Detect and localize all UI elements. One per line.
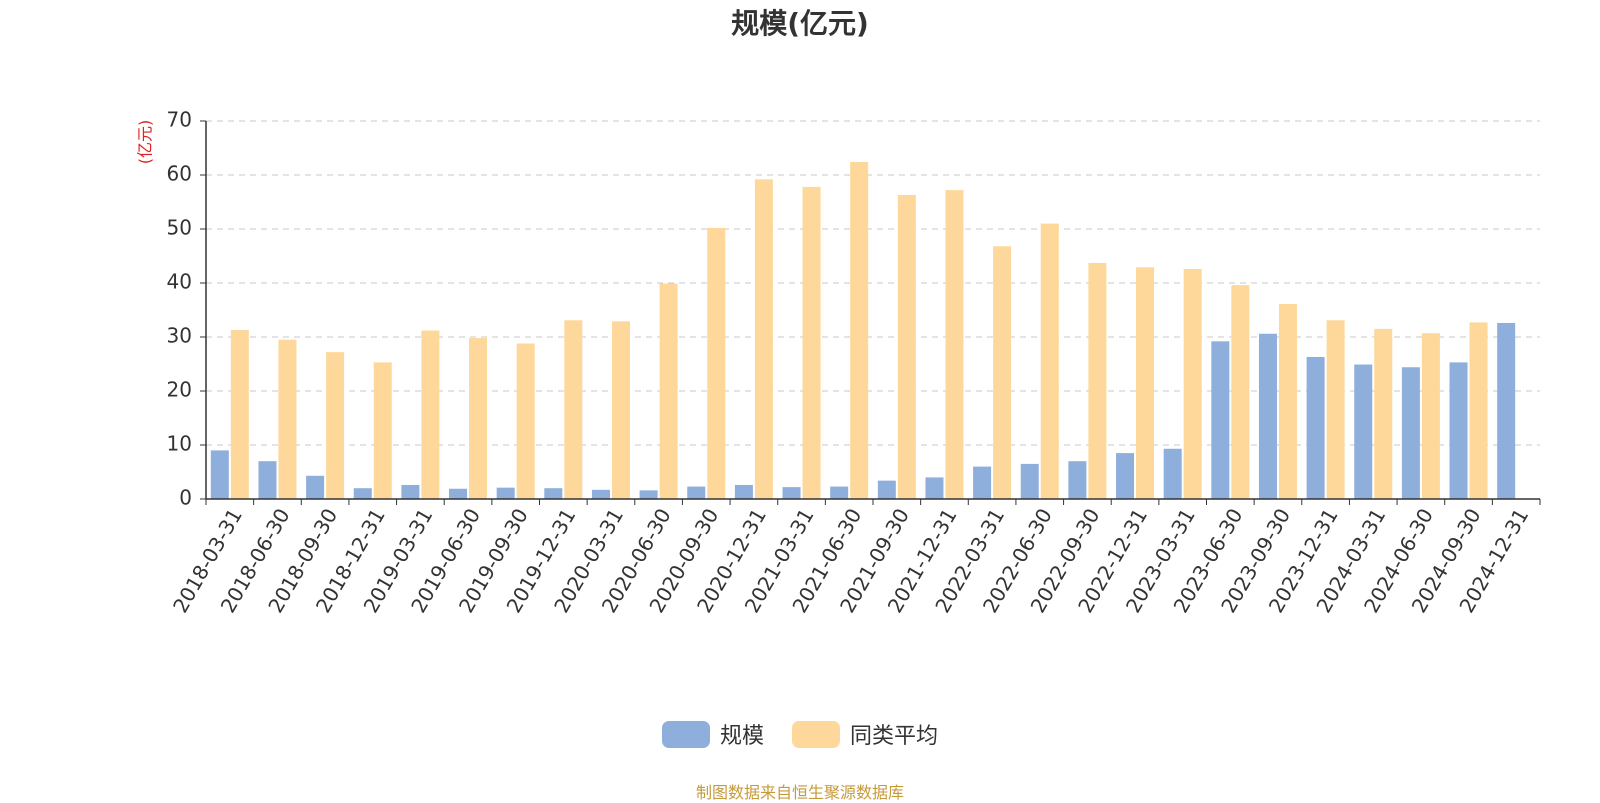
bar-peer-average[interactable] <box>1231 285 1250 499</box>
bar-peer-average[interactable] <box>230 329 249 499</box>
bar-scale[interactable] <box>1116 453 1135 499</box>
legend-swatch-scale <box>661 720 710 748</box>
bar-peer-average[interactable] <box>850 162 869 500</box>
bars <box>210 162 1516 500</box>
bar-scale[interactable] <box>925 477 944 499</box>
bar-peer-average[interactable] <box>1374 328 1393 499</box>
legend-item-peer-average[interactable]: 同类平均 <box>792 718 938 750</box>
bar-peer-average[interactable] <box>469 338 488 499</box>
bar-scale[interactable] <box>401 484 420 499</box>
bar-peer-average[interactable] <box>611 321 630 499</box>
chart-title: 规模(亿元) <box>731 7 869 40</box>
bar-scale[interactable] <box>353 488 372 499</box>
bar-scale[interactable] <box>1068 461 1087 499</box>
bar-peer-average[interactable] <box>897 194 916 500</box>
bar-scale[interactable] <box>210 450 229 499</box>
bar-scale[interactable] <box>687 486 706 499</box>
y-tick-label: 60 <box>167 162 192 186</box>
legend-label-peer-average: 同类平均 <box>850 724 939 749</box>
bar-peer-average[interactable] <box>707 227 726 500</box>
legend-item-scale[interactable]: 规模 <box>661 718 764 750</box>
bar-scale[interactable] <box>591 489 610 499</box>
bar-peer-average[interactable] <box>1040 223 1059 499</box>
legend-swatch-peer-average <box>792 720 840 748</box>
bar-scale[interactable] <box>449 488 468 499</box>
bar-peer-average[interactable] <box>802 186 821 499</box>
bar-peer-average[interactable] <box>1088 263 1107 499</box>
y-tick-label: 50 <box>167 216 192 240</box>
bar-peer-average[interactable] <box>754 179 773 499</box>
bar-peer-average[interactable] <box>1136 267 1155 499</box>
bar-scale[interactable] <box>1497 322 1516 499</box>
y-tick-label: 20 <box>167 378 192 402</box>
bar-peer-average[interactable] <box>1326 320 1345 499</box>
bar-peer-average[interactable] <box>659 283 678 499</box>
bar-scale[interactable] <box>877 480 896 499</box>
bar-scale[interactable] <box>544 488 563 499</box>
bar-peer-average[interactable] <box>1421 333 1440 499</box>
bar-peer-average[interactable] <box>1183 268 1202 499</box>
bar-scale[interactable] <box>734 484 753 499</box>
bar-scale[interactable] <box>1211 341 1230 499</box>
bar-peer-average[interactable] <box>278 339 297 499</box>
bar-scale[interactable] <box>1020 463 1039 499</box>
bar-peer-average[interactable] <box>373 362 392 499</box>
y-tick-label: 30 <box>167 324 192 348</box>
legend-label-scale: 规模 <box>719 724 764 749</box>
bar-peer-average[interactable] <box>516 343 535 499</box>
y-tick-label: 40 <box>167 270 192 294</box>
bar-scale[interactable] <box>1258 333 1277 499</box>
bar-peer-average[interactable] <box>1469 322 1488 499</box>
bar-scale[interactable] <box>1401 367 1420 499</box>
legend: 规模 同类平均 <box>0 718 1600 750</box>
bar-scale[interactable] <box>782 487 801 499</box>
bar-scale[interactable] <box>306 475 325 499</box>
bar-scale[interactable] <box>1354 364 1373 499</box>
bar-scale[interactable] <box>973 466 992 499</box>
source-note: 制图数据来自恒生聚源数据库 <box>695 783 904 802</box>
bar-peer-average[interactable] <box>326 352 345 499</box>
bar-scale[interactable] <box>1449 362 1468 499</box>
bar-peer-average[interactable] <box>945 190 964 499</box>
y-tick-label: 0 <box>179 486 192 510</box>
bar-peer-average[interactable] <box>993 246 1012 499</box>
bar-peer-average[interactable] <box>1278 304 1297 499</box>
y-tick-label: 10 <box>167 432 192 456</box>
y-axis-label: (亿元) <box>136 120 155 165</box>
bar-scale[interactable] <box>1306 356 1325 499</box>
bar-peer-average[interactable] <box>564 320 583 499</box>
bar-scale[interactable] <box>1163 448 1182 499</box>
bar-peer-average[interactable] <box>421 330 440 499</box>
bar-scale[interactable] <box>830 486 849 499</box>
bar-scale[interactable] <box>258 461 277 499</box>
bar-scale[interactable] <box>496 487 515 499</box>
bar-scale[interactable] <box>639 490 658 499</box>
y-tick-label: 70 <box>167 108 192 132</box>
